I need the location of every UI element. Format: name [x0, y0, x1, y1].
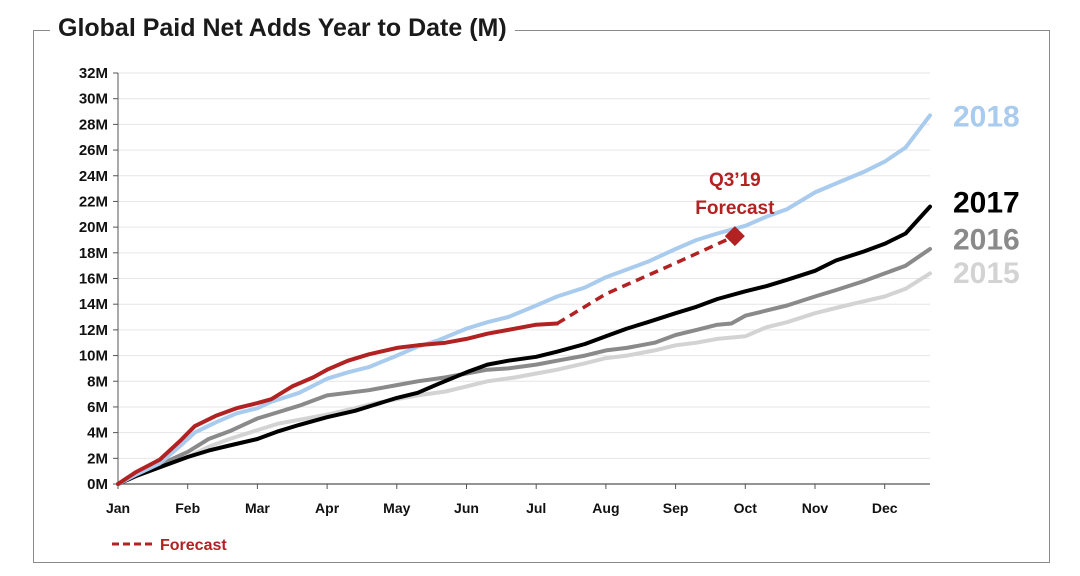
annotation-line-2: Forecast — [695, 198, 775, 219]
annotation-line-1: Q3’19 — [709, 170, 761, 191]
x-tick-label: Jul — [526, 500, 546, 516]
series-label-2017: 2017 — [953, 186, 1020, 219]
y-tick-label: 24M — [79, 168, 108, 185]
y-tick-label: 2M — [87, 450, 108, 467]
forecast-diamond-marker — [724, 226, 745, 247]
x-tick-label: May — [383, 500, 410, 516]
chart-frame — [33, 30, 1050, 563]
series-line-2015 — [116, 271, 932, 486]
series-line-2016 — [116, 247, 932, 486]
y-tick-label: 18M — [79, 245, 108, 262]
series-line-2018 — [116, 113, 932, 486]
x-tick-label: Sep — [663, 500, 689, 516]
y-tick-label: 4M — [87, 425, 108, 442]
y-tick-label: 30M — [79, 91, 108, 108]
y-tick-label: 22M — [79, 193, 108, 210]
y-tick-label: 6M — [87, 399, 108, 416]
x-axis-ticks: Jan Feb Mar Apr May Jun Jul Aug Sep Oct Nov Dec — [106, 500, 898, 516]
x-tick-label: Jun — [454, 500, 479, 516]
y-tick-label: 8M — [87, 373, 108, 390]
legend: Forecast — [112, 537, 227, 554]
series-label-2016: 2016 — [953, 224, 1020, 257]
gridlines — [118, 72, 930, 459]
series-label-2018: 2018 — [953, 100, 1020, 133]
legend-label: Forecast — [160, 537, 227, 554]
y-tick-label: 0M — [87, 476, 108, 493]
x-tick-label: Feb — [175, 500, 200, 516]
series-lines — [116, 113, 932, 486]
series-line-2019 — [116, 321, 560, 486]
y-tick-label: 28M — [79, 116, 108, 133]
y-axis-ticks: 0M 2M 4M 6M 8M 10M 12M 14M 16M 18M 20M 22M 24M 26M 28M… — [79, 65, 108, 493]
y-tick-label: 14M — [79, 296, 108, 313]
series-line-2017 — [116, 204, 932, 486]
x-tick-label: Nov — [802, 500, 829, 516]
x-tick-label: Mar — [245, 500, 270, 516]
y-tick-label: 16M — [79, 271, 108, 288]
axes — [113, 72, 930, 489]
series-line-forecast — [556, 234, 736, 325]
y-tick-label: 20M — [79, 219, 108, 236]
forecast-annotation: Q3’19 Forecast — [695, 170, 775, 247]
chart-title: Global Paid Net Adds Year to Date (M) — [50, 14, 515, 43]
y-tick-label: 12M — [79, 322, 108, 339]
x-tick-label: Oct — [734, 500, 758, 516]
y-tick-label: 10M — [79, 348, 108, 365]
series-label-2015: 2015 — [953, 257, 1020, 290]
x-tick-label: Dec — [872, 500, 898, 516]
y-tick-label: 26M — [79, 142, 108, 159]
x-tick-label: Jan — [106, 500, 130, 516]
x-tick-label: Apr — [315, 500, 340, 516]
y-tick-label: 32M — [79, 65, 108, 82]
x-tick-label: Aug — [592, 500, 619, 516]
